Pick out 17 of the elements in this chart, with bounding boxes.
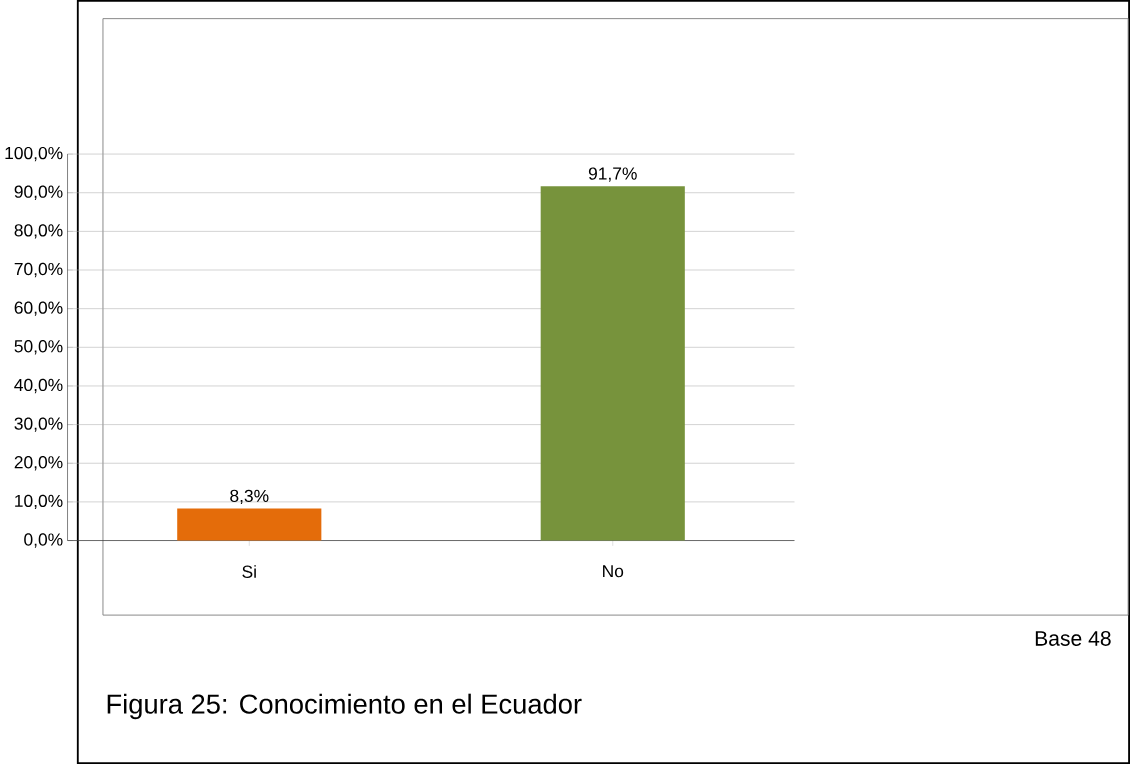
y-tick-label: 60,0% [14, 301, 63, 316]
y-tick-label: 20,0% [14, 455, 63, 471]
text: Base 48 [1035, 630, 1111, 646]
y-tick-label: 70,0% [14, 262, 63, 278]
y-tick-label: 100,0% [5, 146, 63, 162]
y-tick-label: 0,0% [24, 533, 63, 548]
y-tick-label: 40,0% [14, 378, 63, 394]
y-tick-label: 90,0% [14, 185, 63, 200]
y-tick-label: 10,0% [15, 494, 63, 509]
data-label: 8,3% [230, 489, 269, 504]
data-label: 91,7% [588, 167, 637, 182]
y-tick-label: 80,0% [14, 224, 63, 239]
x-tick-label: No [603, 565, 624, 578]
x-tick-label: Si [242, 565, 256, 578]
y-tick-label: 30,0% [14, 417, 63, 432]
text: Figura 25: Conocimiento en el Ecuador [107, 693, 582, 720]
y-tick-label: 50,0% [14, 340, 63, 355]
